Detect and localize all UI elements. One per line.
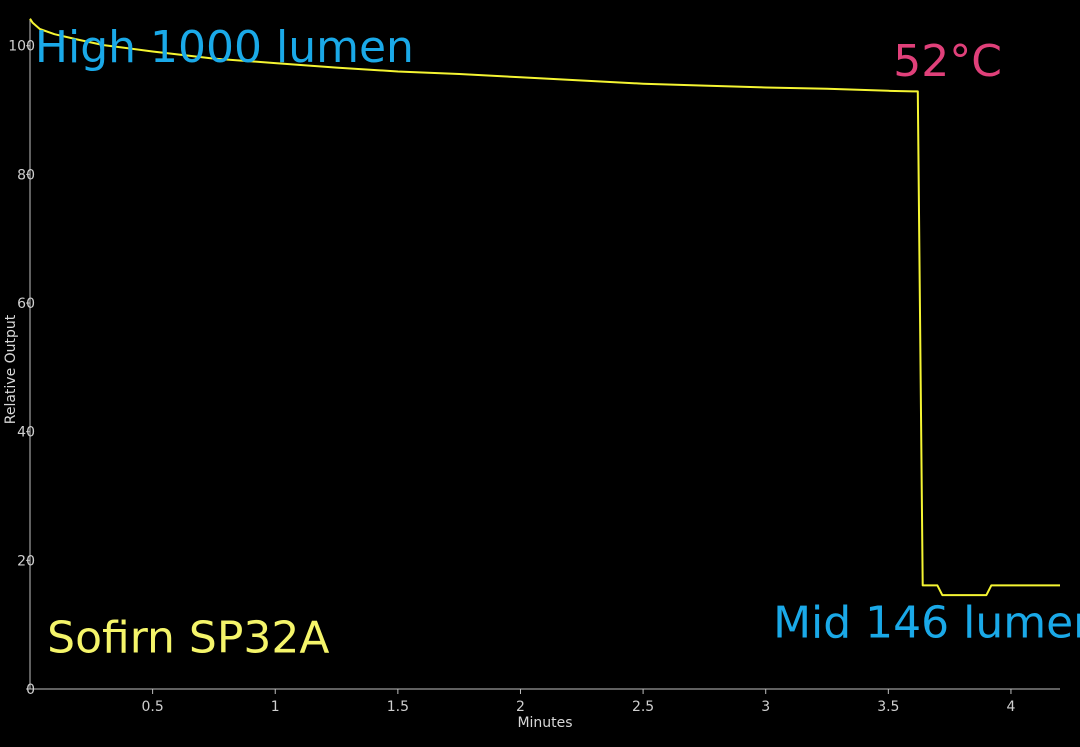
x-tick-label: 1 bbox=[271, 699, 280, 715]
x-tick-label: 3 bbox=[761, 699, 770, 715]
y-tick-label: 40 bbox=[17, 425, 35, 441]
x-tick-label: 2.5 bbox=[632, 699, 654, 715]
annotation-0: High 1000 lumen bbox=[35, 22, 414, 73]
x-tick-label: 0.5 bbox=[141, 699, 163, 715]
y-tick-label: 20 bbox=[17, 553, 35, 569]
x-axis-label: Minutes bbox=[517, 715, 572, 731]
series-line-0 bbox=[29, 18, 1060, 597]
annotation-3: Sofirn SP32A bbox=[47, 612, 329, 663]
y-axis-label: Relative Output bbox=[3, 314, 19, 424]
y-tick-label: 60 bbox=[17, 296, 35, 312]
x-tick-label: 4 bbox=[1006, 699, 1015, 715]
y-tick-label: 100 bbox=[8, 39, 35, 55]
y-tick-label: 80 bbox=[17, 167, 35, 183]
x-tick-label: 3.5 bbox=[877, 699, 899, 715]
series-layer bbox=[29, 18, 1060, 597]
x-tick-label: 1.5 bbox=[387, 699, 409, 715]
annotation-1: 52°C bbox=[893, 36, 1002, 87]
annotation-2: Mid 146 lumen bbox=[773, 598, 1080, 649]
y-tick-label: 0 bbox=[26, 682, 35, 698]
x-tick-label: 2 bbox=[516, 699, 525, 715]
annotations: High 1000 lumen 52°C Mid 146 lumen Sofirn S… bbox=[35, 22, 1080, 664]
